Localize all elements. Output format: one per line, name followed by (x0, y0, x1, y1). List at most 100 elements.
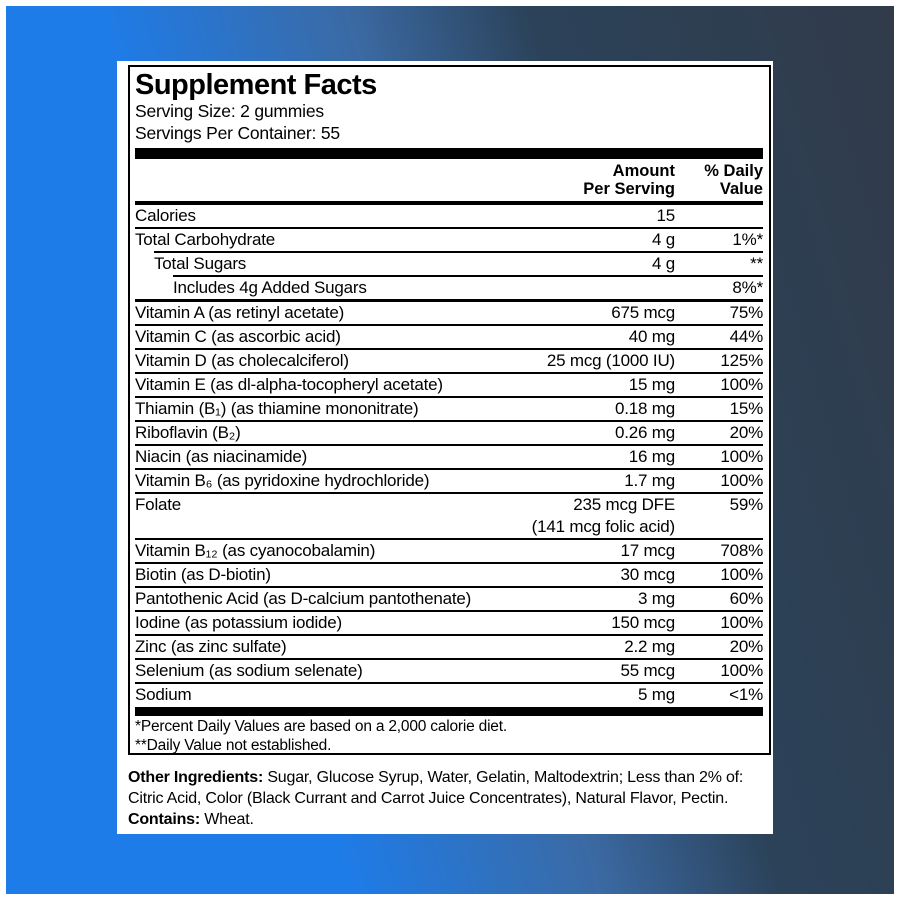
row-separator (135, 299, 763, 302)
nutrient-amount: 4 g (651, 230, 675, 249)
row-separator (173, 275, 763, 277)
thick-divider-bottom (135, 707, 763, 716)
nutrient-name: Total Carbohydrate (135, 230, 276, 249)
nutrient-amount: 3 mg (638, 589, 675, 608)
nutrient-daily-value: 15% (729, 399, 764, 418)
row-separator (135, 227, 763, 229)
thick-divider-top (135, 148, 763, 159)
nutrient-name: Folate (135, 495, 182, 514)
nutrient-row: Vitamin B₆ (as pyridoxine hydrochloride)… (135, 470, 763, 492)
row-separator (135, 468, 763, 470)
nutrient-daily-value: ** (750, 254, 763, 273)
nutrient-row: Total Sugars 4 g ** (135, 253, 763, 275)
footnote-not-established: **Daily Value not established. (135, 736, 332, 754)
nutrient-daily-value: 20% (729, 637, 764, 656)
nutrient-daily-value: <1% (729, 685, 763, 704)
column-headers: Amount Per Serving % Daily Value (135, 162, 763, 198)
medium-divider-header (135, 201, 763, 205)
amount-column-header: Amount Per Serving (583, 162, 675, 198)
nutrient-amount: 5 mg (638, 685, 675, 704)
nutrient-row: Riboflavin (B₂) 0.26 mg 20% (135, 422, 763, 444)
nutrient-daily-value: 100% (720, 565, 763, 584)
nutrient-name: Niacin (as niacinamide) (135, 447, 308, 466)
nutrient-name: Zinc (as zinc sulfate) (135, 637, 287, 656)
nutrient-row: Vitamin C (as ascorbic acid) 40 mg 44% (135, 326, 763, 348)
nutrient-amount: 4 g (651, 254, 675, 273)
facts-title: Supplement Facts (135, 69, 377, 101)
nutrient-row: Iodine (as potassium iodide) 150 mcg 100… (135, 612, 763, 634)
nutrient-amount: 0.26 mg (614, 423, 675, 442)
nutrient-row: Total Carbohydrate 4 g 1%* (135, 229, 763, 251)
row-separator (135, 396, 763, 398)
nutrient-daily-value: 100% (720, 471, 763, 490)
nutrient-name: Vitamin C (as ascorbic acid) (135, 327, 341, 346)
nutrient-amount: 30 mcg (620, 565, 675, 584)
nutrient-row: Sodium 5 mg <1% (135, 684, 763, 706)
row-separator (135, 372, 763, 374)
footnote-daily-values: *Percent Daily Values are based on a 2,0… (135, 718, 507, 735)
nutrient-amount: 17 mcg (620, 541, 675, 560)
contains-text: Wheat. (199, 811, 254, 828)
contains-label: Contains: (128, 811, 200, 828)
nutrient-amount: 55 mcg (620, 661, 675, 680)
nutrient-amount: 675 mcg (611, 303, 675, 322)
nutrient-row: Vitamin E (as dl-alpha-tocopheryl acetat… (135, 374, 763, 396)
nutrient-row: Folate 235 mcg DFE (141 mcg folic acid) … (135, 494, 763, 538)
nutrient-amount: 1.7 mg (624, 471, 675, 490)
row-separator (135, 492, 763, 494)
nutrient-name: Pantothenic Acid (as D-calcium pantothen… (135, 589, 472, 608)
other-ingredients-label: Other Ingredients: (128, 769, 264, 786)
label-panel: Supplement Facts Serving Size: 2 gummies… (117, 61, 773, 834)
nutrient-amount: 25 mcg (1000 IU) (546, 351, 675, 370)
nutrient-row: Vitamin B₁₂ (as cyanocobalamin) 17 mcg 7… (135, 540, 763, 562)
other-ingredients: Other Ingredients: Sugar, Glucose Syrup,… (128, 767, 771, 809)
nutrient-amount: 2.2 mg (624, 637, 675, 656)
nutrient-name: Riboflavin (B₂) (135, 423, 241, 442)
nutrient-daily-value: 60% (729, 589, 764, 608)
row-separator (135, 610, 763, 612)
nutrient-daily-value: 100% (720, 661, 763, 680)
nutrient-amount: 15 (656, 206, 675, 225)
nutrient-amount: 40 mg (628, 327, 675, 346)
nutrient-amount: 16 mg (628, 447, 675, 466)
nutrient-name: Iodine (as potassium iodide) (135, 613, 343, 632)
nutrient-name: Includes 4g Added Sugars (173, 278, 367, 297)
nutrient-amount: 235 mcg DFE (141 mcg folic acid) (531, 495, 676, 536)
nutrient-row: Vitamin D (as cholecalciferol) 25 mcg (1… (135, 350, 763, 372)
nutrient-name: Thiamin (B₁) (as thiamine mononitrate) (135, 399, 419, 418)
nutrient-daily-value: 100% (720, 375, 763, 394)
nutrient-row: Zinc (as zinc sulfate) 2.2 mg 20% (135, 636, 763, 658)
nutrient-name: Sodium (135, 685, 192, 704)
nutrient-daily-value: 100% (720, 613, 763, 632)
nutrient-name: Biotin (as D-biotin) (135, 565, 271, 584)
row-separator (135, 658, 763, 660)
supplement-facts-box: Supplement Facts Serving Size: 2 gummies… (128, 65, 771, 755)
nutrient-daily-value: 125% (720, 351, 763, 370)
row-separator (135, 420, 763, 422)
nutrient-daily-value: 20% (729, 423, 764, 442)
facts-rows: Calories 15 Total Carbohydrate 4 g 1%* T… (135, 205, 763, 706)
nutrient-row: Selenium (as sodium selenate) 55 mcg 100… (135, 660, 763, 682)
nutrient-name: Vitamin B₁₂ (as cyanocobalamin) (135, 541, 376, 560)
nutrient-daily-value: 75% (729, 303, 764, 322)
row-separator (135, 324, 763, 326)
nutrient-name: Selenium (as sodium selenate) (135, 661, 363, 680)
nutrient-row: Includes 4g Added Sugars 8%* (135, 277, 763, 299)
nutrient-name: Total Sugars (154, 254, 247, 273)
nutrient-name: Vitamin B₆ (as pyridoxine hydrochloride) (135, 471, 430, 490)
nutrient-row: Vitamin A (as retinyl acetate) 675 mcg 7… (135, 302, 763, 324)
row-separator (135, 586, 763, 588)
nutrient-daily-value: 44% (729, 327, 764, 346)
nutrient-name: Calories (135, 206, 196, 225)
nutrient-row: Pantothenic Acid (as D-calcium pantothen… (135, 588, 763, 610)
ingredients-section: Other Ingredients: Sugar, Glucose Syrup,… (128, 767, 771, 830)
nutrient-amount: 15 mg (628, 375, 675, 394)
row-separator (135, 348, 763, 350)
nutrient-row: Calories 15 (135, 205, 763, 227)
servings-per-container: Servings Per Container: 55 (135, 123, 340, 143)
nutrient-name: Vitamin D (as cholecalciferol) (135, 351, 349, 370)
nutrient-daily-value: 8%* (732, 278, 763, 297)
nutrient-daily-value: 59% (729, 495, 764, 514)
nutrient-daily-value: 708% (720, 541, 763, 560)
other-ingredients-text: Sugar, Glucose Syrup, Water, Gelatin, Ma… (128, 769, 744, 807)
